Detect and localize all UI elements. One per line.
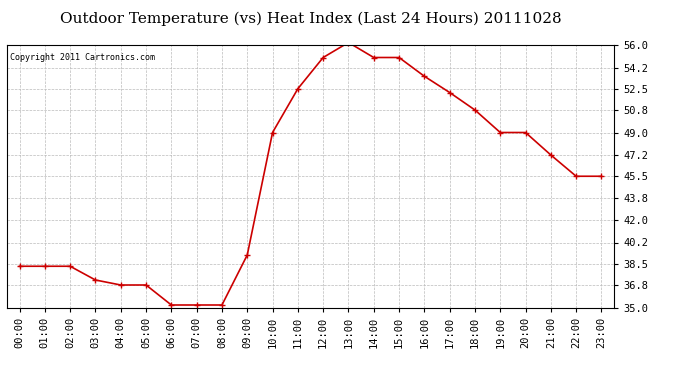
Text: Outdoor Temperature (vs) Heat Index (Last 24 Hours) 20111028: Outdoor Temperature (vs) Heat Index (Las… bbox=[60, 11, 561, 26]
Text: Copyright 2011 Cartronics.com: Copyright 2011 Cartronics.com bbox=[10, 53, 155, 62]
